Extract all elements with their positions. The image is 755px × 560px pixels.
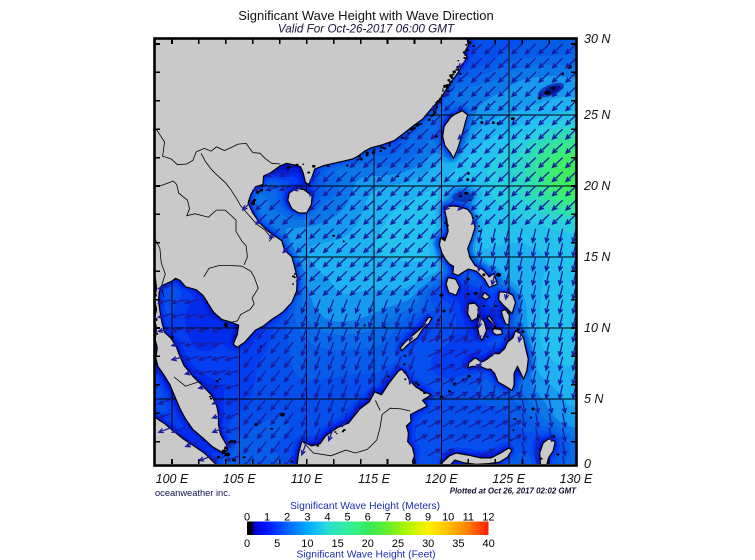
svg-text:35: 35 [452, 538, 464, 550]
svg-text:20 N: 20 N [583, 179, 611, 193]
svg-text:11: 11 [463, 512, 474, 524]
svg-text:20: 20 [362, 538, 374, 550]
svg-text:110 E: 110 E [291, 472, 323, 486]
svg-text:5 N: 5 N [584, 392, 604, 406]
svg-text:15 N: 15 N [584, 250, 611, 264]
svg-text:7: 7 [385, 512, 391, 524]
svg-text:25: 25 [392, 538, 404, 550]
svg-text:25 N: 25 N [583, 108, 611, 122]
svg-text:8: 8 [405, 512, 411, 524]
svg-text:10: 10 [301, 538, 313, 550]
svg-text:oceanweather inc.: oceanweather inc. [155, 488, 230, 498]
svg-text:30 N: 30 N [584, 32, 611, 46]
svg-text:9: 9 [425, 512, 431, 524]
svg-text:12: 12 [482, 512, 494, 524]
svg-text:0: 0 [244, 512, 250, 524]
svg-text:6: 6 [365, 512, 371, 524]
svg-text:120 E: 120 E [425, 472, 458, 486]
svg-text:1: 1 [264, 512, 270, 524]
svg-text:30: 30 [422, 538, 434, 550]
svg-text:125 E: 125 E [492, 472, 525, 486]
svg-text:0: 0 [244, 538, 250, 550]
svg-text:5: 5 [274, 538, 280, 550]
svg-text:2: 2 [284, 512, 290, 524]
svg-text:4: 4 [324, 512, 330, 524]
svg-text:0: 0 [584, 457, 591, 471]
svg-text:15: 15 [331, 538, 343, 550]
svg-text:100 E: 100 E [156, 472, 189, 486]
svg-text:10: 10 [442, 512, 454, 524]
svg-text:Significant Wave Height (Meter: Significant Wave Height (Meters) [290, 501, 440, 512]
svg-text:10 N: 10 N [584, 321, 611, 335]
svg-text:130 E: 130 E [560, 472, 593, 486]
svg-text:105 E: 105 E [223, 472, 256, 486]
svg-text:Significant Wave Height (Feet): Significant Wave Height (Feet) [296, 550, 435, 560]
svg-text:5: 5 [345, 512, 351, 524]
svg-text:40: 40 [482, 538, 494, 550]
svg-text:3: 3 [304, 512, 310, 524]
svg-text:Valid For Oct-26-2017 06:00 GM: Valid For Oct-26-2017 06:00 GMT [278, 23, 455, 36]
svg-text:Plotted at Oct 26, 2017 02:02: Plotted at Oct 26, 2017 02:02 GMT [450, 487, 577, 496]
svg-text:115 E: 115 E [358, 472, 390, 486]
svg-text:Significant Wave Height with W: Significant Wave Height with Wave Direct… [238, 8, 494, 23]
